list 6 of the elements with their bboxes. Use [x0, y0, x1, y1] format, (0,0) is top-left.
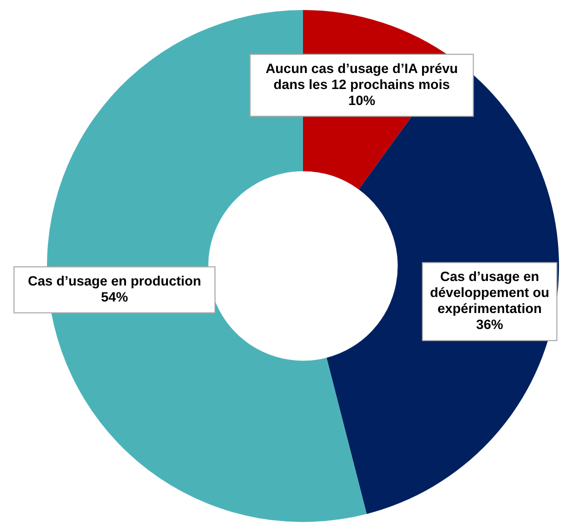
data-label: 54% — [100, 289, 128, 304]
slice-label: Cas d’usage en production — [28, 273, 202, 288]
data-label: 10% — [348, 92, 376, 108]
data-label: 36% — [476, 317, 504, 332]
slice-label: Cas d’usage en développement ou expérimentation — [430, 269, 550, 316]
slice-label: Aucun cas d’usage d’IA prévu dans les 12 prochains mois — [266, 60, 458, 92]
